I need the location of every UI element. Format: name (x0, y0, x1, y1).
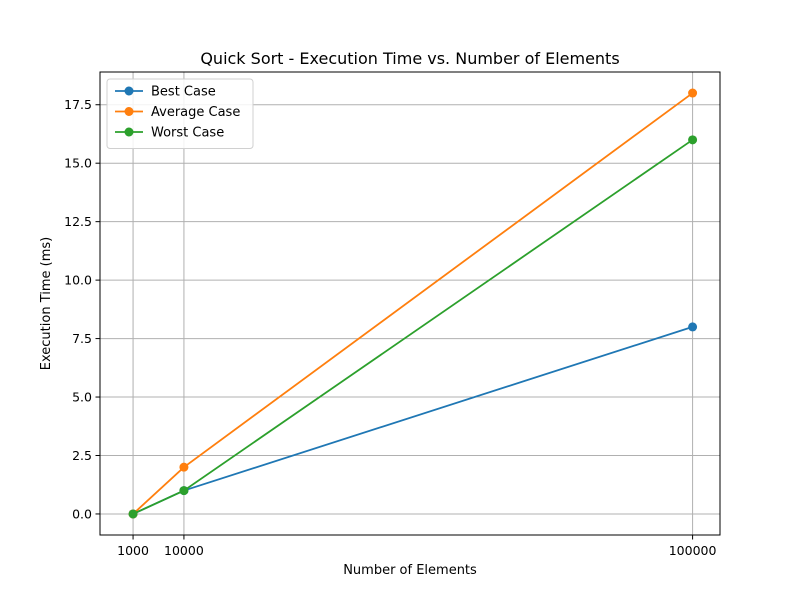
y-axis-label: Execution Time (ms) (39, 237, 54, 370)
x-tick-label: 100000 (669, 543, 717, 558)
data-point (179, 486, 189, 496)
legend: Best Case Average Case Worst Case (106, 78, 254, 149)
data-point (688, 322, 698, 332)
y-tick-label: 0.0 (72, 506, 92, 521)
legend-label: Worst Case (151, 126, 224, 141)
legend-marker (124, 107, 134, 116)
legend-item: Average Case (115, 105, 240, 120)
data-point (128, 509, 138, 519)
data-point (179, 462, 189, 472)
series-worst-case (128, 135, 698, 519)
legend-item: Best Case (115, 85, 216, 100)
chart-title: Quick Sort - Execution Time vs. Number o… (200, 49, 619, 68)
legend-label: Best Case (151, 85, 216, 100)
legend-item: Worst Case (115, 126, 224, 141)
series-group (128, 88, 698, 519)
legend-label: Average Case (151, 105, 240, 120)
data-point (688, 135, 698, 145)
grid (100, 72, 720, 535)
plot-frame (99, 71, 721, 536)
y-tick-label: 2.5 (72, 448, 92, 463)
legend-marker (124, 86, 134, 96)
x-tick-label: 10000 (164, 543, 204, 558)
y-tick-label: 12.5 (64, 214, 92, 229)
data-point (688, 88, 698, 98)
axis-ticks: 1000 10000 100000 0.0 2.5 5.0 7.5 10.0 12.5 15.0 1… (64, 97, 716, 558)
legend-box (106, 78, 254, 149)
y-tick-label: 15.0 (64, 156, 92, 171)
y-tick-label: 17.5 (64, 97, 92, 112)
y-tick-label: 10.0 (64, 273, 92, 288)
x-axis-label: Number of Elements (343, 563, 477, 578)
x-tick-label: 1000 (117, 543, 149, 558)
y-tick-label: 7.5 (72, 331, 92, 346)
y-tick-label: 5.0 (72, 390, 92, 405)
legend-marker (124, 127, 134, 137)
